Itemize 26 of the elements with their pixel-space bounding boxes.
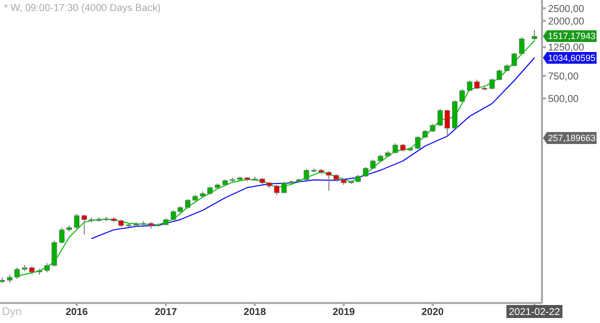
chart-title: * W, 09:00-17:30 (4000 Days Back) [4,3,161,14]
line-series [90,57,535,240]
candlestick [74,213,80,230]
candlestick [519,36,525,55]
x-tick-label: 2017 [154,307,178,318]
y-tick-label: 500,00 [548,94,580,106]
text: Dyn [2,306,22,318]
candlestick [392,142,398,154]
x-tick-label: 2021-02-22 [508,307,560,318]
x-tick-label: 2020 [422,307,444,318]
y-tick-label: 2500,00 [548,4,585,15]
x-tick-label: 2018 [244,307,266,318]
y-tick-label: 1250,00 [548,42,585,54]
x-tick-label: 2019 [332,307,356,318]
candlestick [511,52,517,67]
annotation: 1034,60595 [543,52,597,64]
candlestick [532,29,538,42]
candlestick [185,198,191,210]
text: 257,189663 [543,132,597,144]
candlestick [59,227,65,244]
y-tick-label: 750,00 [548,71,580,82]
annotation: 1517,17943 [543,30,597,42]
y-tick-label: 2000,00 [548,16,585,28]
x-tick-label: 2016 [66,307,88,318]
candlestick [459,88,465,102]
candlestick [326,170,332,192]
